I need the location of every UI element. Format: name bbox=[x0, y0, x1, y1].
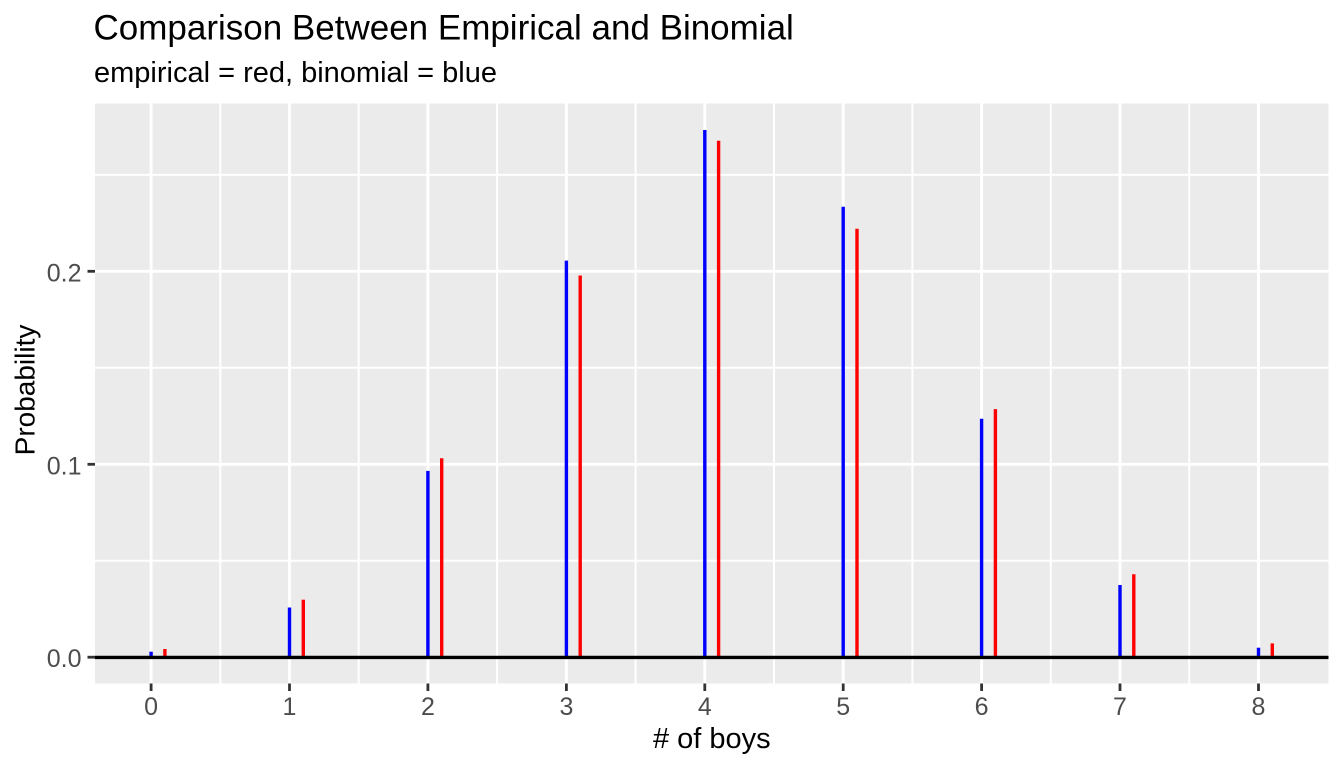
svg-text:0.0: 0.0 bbox=[47, 645, 82, 673]
svg-text:8: 8 bbox=[1252, 693, 1266, 721]
svg-text:0.1: 0.1 bbox=[47, 452, 82, 480]
svg-text:Probability: Probability bbox=[10, 325, 41, 456]
svg-text:empirical = red, binomial = bl: empirical = red, binomial = blue bbox=[94, 57, 497, 89]
svg-text:# of boys: # of boys bbox=[653, 723, 771, 755]
svg-text:5: 5 bbox=[836, 693, 850, 721]
svg-text:4: 4 bbox=[698, 693, 712, 721]
svg-text:7: 7 bbox=[1113, 693, 1127, 721]
svg-text:0: 0 bbox=[144, 693, 158, 721]
svg-text:1: 1 bbox=[283, 693, 297, 721]
svg-text:0.2: 0.2 bbox=[47, 259, 82, 287]
svg-text:3: 3 bbox=[559, 693, 573, 721]
svg-text:6: 6 bbox=[975, 693, 989, 721]
svg-text:2: 2 bbox=[421, 693, 435, 721]
svg-text:Comparison Between Empirical a: Comparison Between Empirical and Binomia… bbox=[94, 9, 794, 48]
